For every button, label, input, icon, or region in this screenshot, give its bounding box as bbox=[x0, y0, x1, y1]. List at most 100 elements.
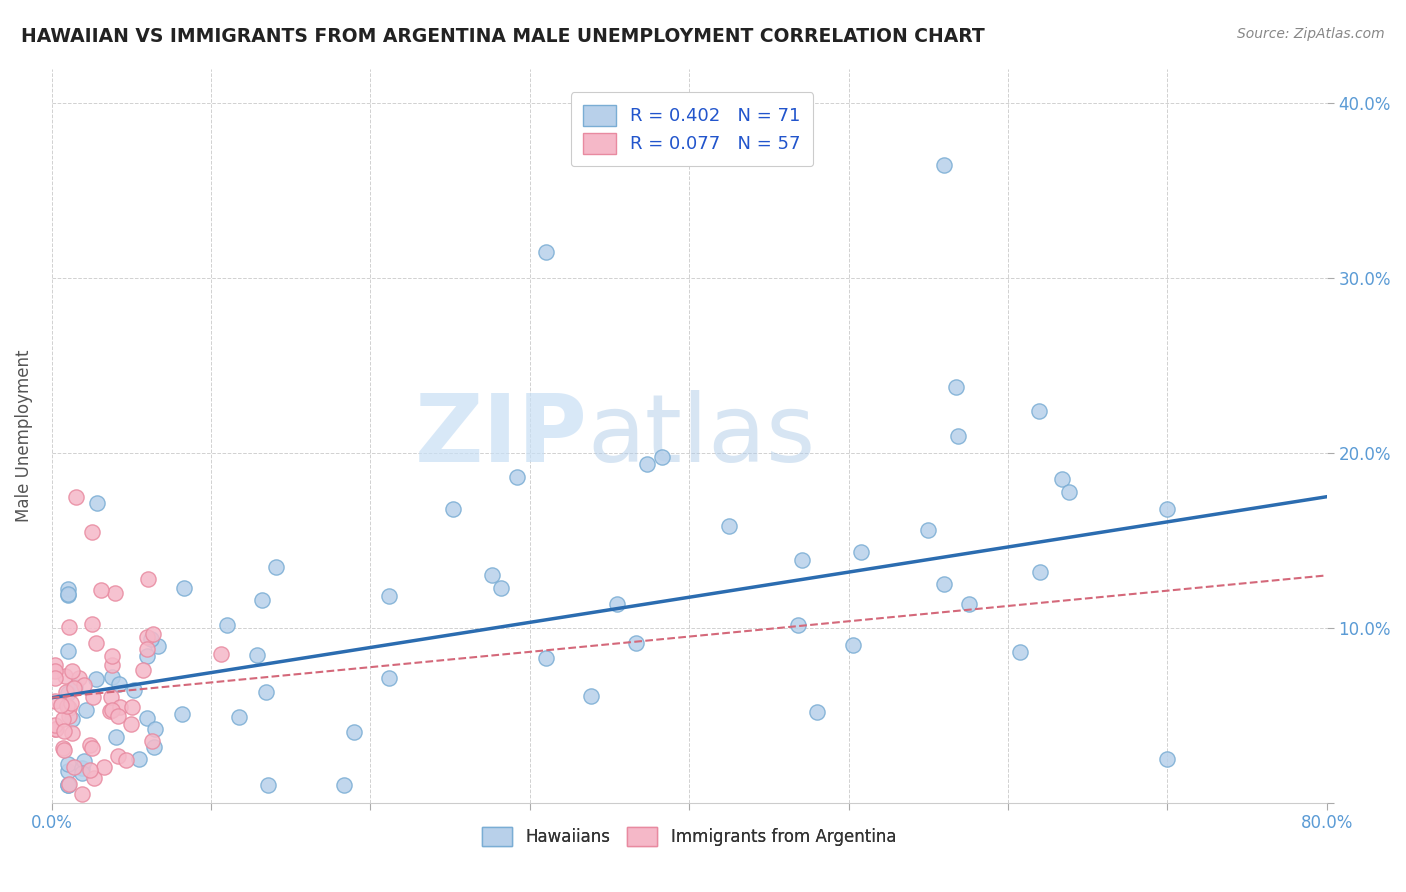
Point bbox=[143, 739, 166, 754]
Point bbox=[142, 627, 165, 641]
Point bbox=[44, 693, 66, 707]
Point bbox=[606, 597, 628, 611]
Point bbox=[56, 587, 79, 601]
Point bbox=[170, 707, 193, 722]
Point bbox=[79, 738, 101, 752]
Point bbox=[141, 734, 163, 748]
Point bbox=[101, 657, 124, 672]
Point bbox=[215, 618, 238, 632]
Point bbox=[128, 752, 150, 766]
Point bbox=[717, 519, 740, 533]
Point bbox=[1010, 645, 1032, 659]
Point bbox=[787, 618, 810, 632]
Point bbox=[45, 722, 67, 736]
Point bbox=[264, 559, 287, 574]
Point bbox=[70, 761, 93, 775]
Point bbox=[83, 771, 105, 785]
Text: HAWAIIAN VS IMMIGRANTS FROM ARGENTINA MALE UNEMPLOYMENT CORRELATION CHART: HAWAIIAN VS IMMIGRANTS FROM ARGENTINA MA… bbox=[21, 27, 984, 45]
Point bbox=[73, 678, 96, 692]
Point bbox=[651, 450, 673, 464]
Point bbox=[534, 245, 557, 260]
Point bbox=[53, 743, 76, 757]
Point bbox=[80, 740, 103, 755]
Point bbox=[136, 630, 159, 644]
Point bbox=[100, 690, 122, 704]
Point bbox=[73, 754, 96, 768]
Point bbox=[90, 582, 112, 597]
Legend: Hawaiians, Immigrants from Argentina: Hawaiians, Immigrants from Argentina bbox=[475, 821, 903, 853]
Point bbox=[173, 581, 195, 595]
Point bbox=[60, 712, 83, 726]
Point bbox=[107, 709, 129, 723]
Point bbox=[58, 709, 80, 723]
Point bbox=[121, 700, 143, 714]
Point bbox=[53, 669, 76, 683]
Point bbox=[135, 648, 157, 663]
Point bbox=[56, 588, 79, 602]
Point bbox=[75, 703, 97, 717]
Point bbox=[44, 664, 66, 678]
Point bbox=[60, 696, 83, 710]
Point bbox=[56, 764, 79, 778]
Text: atlas: atlas bbox=[588, 390, 815, 482]
Point bbox=[104, 731, 127, 745]
Point bbox=[56, 757, 79, 772]
Point bbox=[934, 577, 956, 591]
Point bbox=[934, 158, 956, 172]
Point bbox=[581, 689, 603, 703]
Point bbox=[101, 649, 124, 664]
Point bbox=[343, 724, 366, 739]
Point bbox=[946, 429, 969, 443]
Point bbox=[84, 636, 107, 650]
Point bbox=[84, 672, 107, 686]
Text: ZIP: ZIP bbox=[415, 390, 588, 482]
Point bbox=[100, 702, 122, 716]
Point bbox=[55, 685, 77, 699]
Point bbox=[56, 686, 79, 700]
Point bbox=[82, 690, 104, 704]
Point bbox=[79, 763, 101, 777]
Point bbox=[93, 760, 115, 774]
Point bbox=[1156, 501, 1178, 516]
Y-axis label: Male Unemployment: Male Unemployment bbox=[15, 350, 32, 522]
Point bbox=[115, 753, 138, 767]
Point bbox=[63, 680, 86, 694]
Point bbox=[1029, 565, 1052, 579]
Point bbox=[56, 778, 79, 792]
Point bbox=[481, 568, 503, 582]
Point bbox=[250, 592, 273, 607]
Point bbox=[624, 636, 647, 650]
Point bbox=[80, 524, 103, 539]
Point bbox=[790, 553, 813, 567]
Point bbox=[70, 765, 93, 780]
Point bbox=[806, 705, 828, 719]
Point bbox=[56, 644, 79, 658]
Point bbox=[108, 700, 131, 714]
Point bbox=[86, 496, 108, 510]
Point bbox=[67, 672, 90, 686]
Point bbox=[135, 642, 157, 657]
Point bbox=[63, 681, 86, 695]
Point bbox=[56, 778, 79, 792]
Point bbox=[1052, 472, 1074, 486]
Point bbox=[98, 704, 121, 718]
Point bbox=[332, 778, 354, 792]
Point bbox=[1057, 485, 1080, 500]
Point bbox=[135, 710, 157, 724]
Point bbox=[108, 677, 131, 691]
Point bbox=[957, 597, 980, 611]
Point bbox=[65, 490, 87, 504]
Point bbox=[842, 638, 865, 652]
Point bbox=[56, 582, 79, 596]
Point bbox=[63, 760, 86, 774]
Point bbox=[146, 640, 169, 654]
Point bbox=[636, 457, 658, 471]
Point bbox=[441, 501, 464, 516]
Point bbox=[491, 581, 513, 595]
Point bbox=[44, 672, 66, 686]
Point bbox=[132, 663, 155, 677]
Point bbox=[80, 616, 103, 631]
Point bbox=[1156, 752, 1178, 766]
Point bbox=[378, 671, 401, 685]
Point bbox=[1028, 404, 1050, 418]
